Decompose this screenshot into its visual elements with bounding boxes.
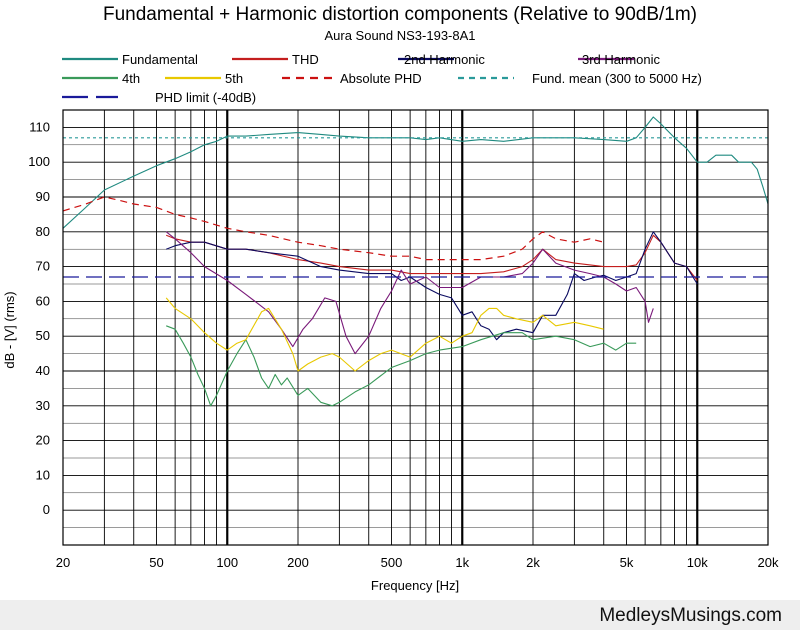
y-tick-label: 10 bbox=[36, 467, 50, 482]
chart-series-layer bbox=[62, 116, 769, 407]
x-tick-label: 5k bbox=[620, 555, 634, 570]
x-tick-label: 10k bbox=[687, 555, 708, 570]
legend-label: Fund. mean (300 to 5000 Hz) bbox=[532, 71, 702, 86]
y-tick-label: 50 bbox=[36, 328, 50, 343]
footer-band bbox=[0, 600, 800, 630]
legend-label: THD bbox=[292, 52, 319, 67]
x-tick-label: 2k bbox=[526, 555, 540, 570]
chart-subtitle: Aura Sound NS3-193-8A1 bbox=[324, 28, 475, 43]
x-tick-label: 20 bbox=[56, 555, 70, 570]
y-tick-label: 70 bbox=[36, 259, 50, 274]
y-tick-label: 0 bbox=[43, 502, 50, 517]
y-tick-label: 110 bbox=[29, 119, 50, 134]
distortion-chart: Fundamental + Harmonic distortion compon… bbox=[2, 4, 779, 593]
y-tick-label: 80 bbox=[36, 224, 50, 239]
x-tick-label: 500 bbox=[381, 555, 403, 570]
x-tick-label: 1k bbox=[455, 555, 469, 570]
chart-grid bbox=[62, 109, 769, 546]
y-tick-label: 90 bbox=[36, 189, 50, 204]
site-watermark: MedleysMusings.com bbox=[599, 605, 782, 626]
series-line-fundamental bbox=[62, 116, 769, 229]
x-tick-label: 200 bbox=[287, 555, 309, 570]
series-line-2nd-harmonic bbox=[165, 231, 698, 341]
plot-frame bbox=[62, 109, 769, 546]
x-axis-label: Frequency [Hz] bbox=[371, 578, 459, 593]
y-tick-label: 100 bbox=[28, 154, 50, 169]
y-axis-label: dB - [V] (rms) bbox=[2, 291, 17, 368]
y-tick-label: 60 bbox=[36, 293, 50, 308]
series-line-5th bbox=[165, 297, 604, 372]
x-tick-label: 50 bbox=[149, 555, 163, 570]
chart-legend: Fundamental THD 2nd Harmonic 3rd Harmonic 4t… bbox=[62, 52, 702, 105]
y-tick-label: 20 bbox=[36, 433, 50, 448]
legend-label: PHD limit (-40dB) bbox=[155, 90, 256, 105]
legend-label: 4th bbox=[122, 71, 140, 86]
legend-label: 5th bbox=[225, 71, 243, 86]
legend-label: 2nd Harmonic bbox=[404, 52, 485, 67]
series-line-4th bbox=[166, 325, 637, 407]
chart-title: Fundamental + Harmonic distortion compon… bbox=[103, 4, 697, 25]
x-tick-label: 20k bbox=[758, 555, 779, 570]
legend-label: Fundamental bbox=[122, 52, 198, 67]
x-tick-label: 100 bbox=[216, 555, 238, 570]
y-tick-label: 30 bbox=[36, 398, 50, 413]
y-tick-label: 40 bbox=[36, 363, 50, 378]
legend-label: 3rd Harmonic bbox=[582, 52, 661, 67]
legend-label: Absolute PHD bbox=[340, 71, 422, 86]
